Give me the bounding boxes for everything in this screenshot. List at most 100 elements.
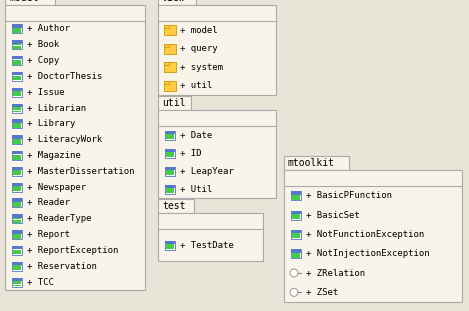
Text: + Library: + Library xyxy=(27,119,76,128)
Bar xyxy=(12,246,22,255)
Bar xyxy=(5,0,55,5)
Bar xyxy=(12,262,22,271)
Bar xyxy=(165,240,175,249)
Bar xyxy=(13,235,21,237)
Text: + BasicSet: + BasicSet xyxy=(306,211,360,220)
Bar xyxy=(13,283,21,285)
Bar xyxy=(13,28,21,30)
Text: + ID: + ID xyxy=(180,148,202,157)
Bar xyxy=(292,256,300,258)
Bar xyxy=(13,123,21,125)
Bar xyxy=(12,151,22,155)
Bar xyxy=(12,24,22,33)
Bar xyxy=(284,156,349,170)
Bar xyxy=(12,40,22,44)
Bar xyxy=(13,281,21,283)
Bar xyxy=(12,72,22,81)
Text: model: model xyxy=(9,0,38,3)
Bar xyxy=(13,61,21,63)
Text: + NotFunctionException: + NotFunctionException xyxy=(306,230,424,239)
Bar xyxy=(166,244,174,246)
Bar xyxy=(13,218,21,220)
Bar xyxy=(13,204,21,205)
Bar xyxy=(164,81,176,91)
Text: + NotInjectionException: + NotInjectionException xyxy=(306,249,430,258)
Bar xyxy=(13,251,21,253)
Bar xyxy=(12,214,22,218)
Circle shape xyxy=(290,269,298,277)
Bar xyxy=(5,5,145,290)
Bar xyxy=(164,44,176,54)
Bar xyxy=(12,135,22,144)
Bar xyxy=(292,237,300,239)
Bar xyxy=(164,25,169,28)
Bar xyxy=(166,156,174,157)
Text: + ReportException: + ReportException xyxy=(27,246,118,255)
Bar xyxy=(13,220,21,221)
Bar xyxy=(13,188,21,189)
Text: + Magazine: + Magazine xyxy=(27,151,81,160)
Bar xyxy=(165,148,175,157)
Bar xyxy=(166,134,174,136)
Circle shape xyxy=(290,288,298,296)
Bar xyxy=(166,170,174,172)
Bar xyxy=(12,230,22,234)
Bar xyxy=(13,156,21,158)
Bar xyxy=(12,183,22,192)
Bar xyxy=(164,44,169,47)
Bar xyxy=(164,62,169,65)
Bar xyxy=(166,172,174,173)
Bar xyxy=(13,31,21,33)
Bar xyxy=(165,184,175,188)
Text: + Date: + Date xyxy=(180,131,212,140)
Bar xyxy=(158,5,276,95)
Bar xyxy=(13,172,21,174)
Bar xyxy=(166,137,174,139)
Bar xyxy=(165,148,175,152)
Bar xyxy=(165,166,175,175)
Text: + Author: + Author xyxy=(27,24,70,33)
Bar xyxy=(166,174,174,175)
Text: + LiteracyWork: + LiteracyWork xyxy=(27,135,102,144)
Bar xyxy=(158,213,263,261)
Bar xyxy=(13,141,21,142)
Text: + ZRelation: + ZRelation xyxy=(306,268,365,277)
Bar xyxy=(12,183,22,186)
Bar xyxy=(12,262,22,265)
Bar xyxy=(12,119,22,123)
Bar xyxy=(12,104,22,107)
Bar xyxy=(13,47,21,49)
Bar xyxy=(165,166,175,170)
Text: + system: + system xyxy=(180,63,223,72)
Bar xyxy=(12,88,22,97)
Bar xyxy=(13,125,21,126)
Bar xyxy=(291,230,301,239)
Bar xyxy=(12,167,22,176)
Text: + Reservation: + Reservation xyxy=(27,262,97,271)
Bar xyxy=(12,246,22,249)
Bar xyxy=(165,184,175,193)
Bar xyxy=(164,81,169,84)
Bar xyxy=(13,250,21,251)
Bar xyxy=(13,234,21,235)
Text: + TestDate: + TestDate xyxy=(180,240,234,249)
Text: + Reader: + Reader xyxy=(27,198,70,207)
Bar xyxy=(292,195,300,196)
Bar xyxy=(291,191,301,200)
Bar xyxy=(292,197,300,198)
Bar xyxy=(165,240,175,244)
Bar xyxy=(12,198,22,207)
Bar xyxy=(13,206,21,207)
Bar xyxy=(13,91,21,93)
Bar xyxy=(13,30,21,31)
Text: + Util: + Util xyxy=(180,184,212,193)
Bar xyxy=(13,174,21,175)
Text: util: util xyxy=(162,98,186,108)
Bar xyxy=(13,202,21,204)
Bar xyxy=(166,246,174,247)
Bar xyxy=(166,192,174,193)
Bar xyxy=(13,110,21,112)
Bar xyxy=(292,217,300,219)
Bar xyxy=(12,72,22,75)
Text: + Report: + Report xyxy=(27,230,70,239)
